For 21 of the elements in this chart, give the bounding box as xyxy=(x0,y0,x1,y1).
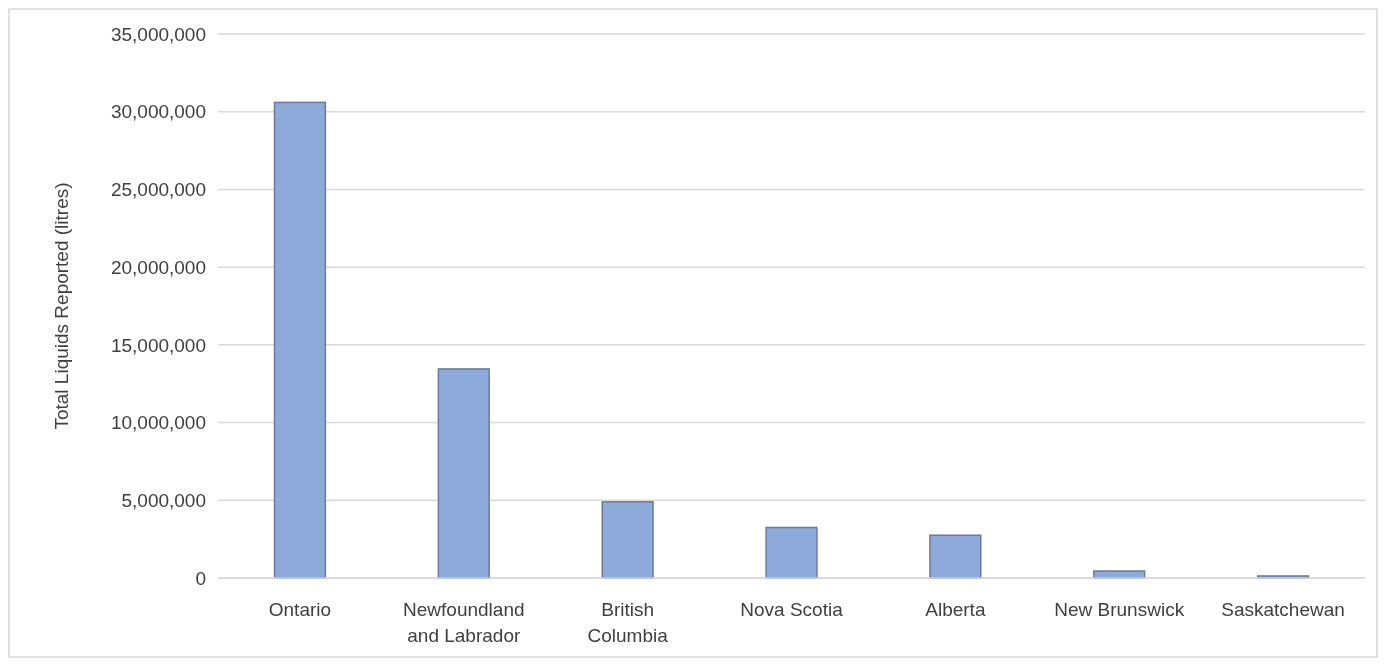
bar xyxy=(273,101,327,579)
y-tick-label: 10,000,000 xyxy=(110,412,206,434)
bar xyxy=(929,534,982,579)
bar xyxy=(437,368,490,579)
y-tick-label: 5,000,000 xyxy=(121,489,206,511)
x-tick-label: Ontario xyxy=(268,599,332,620)
y-tick-label: 20,000,000 xyxy=(110,256,206,278)
bar xyxy=(601,501,654,579)
x-tick-label: Saskatchewan xyxy=(1221,599,1345,620)
x-tick-label: New Brunswick xyxy=(1054,599,1185,620)
y-tick-label: 25,000,000 xyxy=(110,179,206,201)
y-tick-label: 30,000,000 xyxy=(110,101,206,123)
y-tick-label: 0 xyxy=(195,567,206,589)
x-tick-label: Newfoundland and Labrador xyxy=(403,599,525,646)
x-tick-label: Nova Scotia xyxy=(740,599,844,620)
y-axis-title: Total Liquids Reported (litres) xyxy=(51,182,72,430)
x-tick-label: Alberta xyxy=(925,599,986,620)
bar xyxy=(765,526,818,579)
y-tick-label: 35,000,000 xyxy=(110,23,206,45)
y-tick-label: 15,000,000 xyxy=(110,334,206,356)
x-tick-label: British Columbia xyxy=(587,599,669,646)
